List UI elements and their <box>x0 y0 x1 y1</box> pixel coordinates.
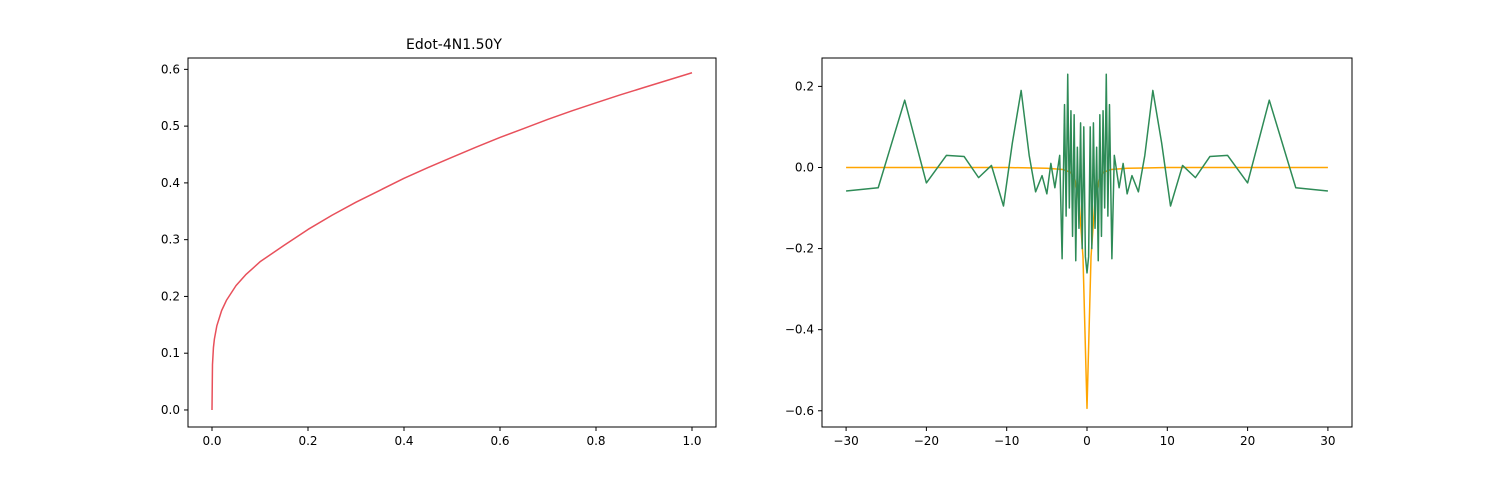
left-plot-y-tick-label: 0.2 <box>161 289 180 303</box>
right-plot: −30 −20 −10 0 10 20 30 −0.6 −0.4 −0.2 0.0 0.2 <box>785 57 1353 448</box>
left-plot-y-tick-label: 0.1 <box>161 346 180 360</box>
left-plot-series-layer <box>211 72 693 410</box>
left-plot-y-tick-label: 0.3 <box>161 233 180 247</box>
right-plot-series-0-line <box>846 166 1328 410</box>
left-plot-y-tick-label: 0.5 <box>161 119 180 133</box>
left-plot-x-ticks: 0.0 0.2 0.4 0.6 0.8 1.0 <box>202 427 702 448</box>
left-plot-x-tick-label: 0.8 <box>586 434 605 448</box>
right-plot-x-tick-label: 0 <box>1083 434 1091 448</box>
right-plot-y-tick-label: −0.4 <box>785 323 814 337</box>
right-plot-series-1-line <box>846 73 1328 274</box>
right-plot-y-tick-label: −0.2 <box>785 242 814 256</box>
left-plot-y-tick-label: 0.4 <box>161 176 180 190</box>
left-plot-series-0-line <box>211 72 693 410</box>
left-plot-x-tick-label: 0.6 <box>490 434 509 448</box>
right-plot-y-tick-label: 0.0 <box>795 160 814 174</box>
left-plot-x-tick-label: 0.0 <box>202 434 221 448</box>
left-plot-y-ticks: 0.0 0.1 0.2 0.3 0.4 0.5 0.6 <box>161 62 188 417</box>
left-plot-x-tick-label: 0.2 <box>298 434 317 448</box>
right-plot-series-layer <box>846 73 1328 410</box>
right-plot-x-tick-label: 20 <box>1240 434 1255 448</box>
right-plot-x-tick-label: 30 <box>1320 434 1335 448</box>
right-plot-y-ticks: −0.6 −0.4 −0.2 0.0 0.2 <box>785 79 822 418</box>
right-plot-frame <box>821 57 1353 428</box>
left-plot-title: Edot-4N1.50Y <box>406 37 502 53</box>
right-plot-x-ticks: −30 −20 −10 0 10 20 30 <box>833 427 1336 448</box>
right-plot-x-tick-label: 10 <box>1160 434 1175 448</box>
left-plot-x-tick-label: 0.4 <box>394 434 413 448</box>
right-plot-x-tick-label: −10 <box>994 434 1019 448</box>
right-plot-x-tick-label: −20 <box>914 434 939 448</box>
right-plot-x-tick-label: −30 <box>833 434 858 448</box>
left-plot-x-tick-label: 1.0 <box>682 434 701 448</box>
left-plot: Edot-4N1.50Y 0.0 0.2 0.4 0.6 0.8 1.0 0.00.10.… <box>161 37 717 448</box>
left-plot-y-tick-label: 0.0 <box>161 403 180 417</box>
left-plot-y-tick-label: 0.6 <box>161 62 180 76</box>
right-plot-y-tick-label: −0.6 <box>785 404 814 418</box>
left-plot-frame <box>187 57 717 428</box>
right-plot-y-tick-label: 0.2 <box>795 79 814 93</box>
